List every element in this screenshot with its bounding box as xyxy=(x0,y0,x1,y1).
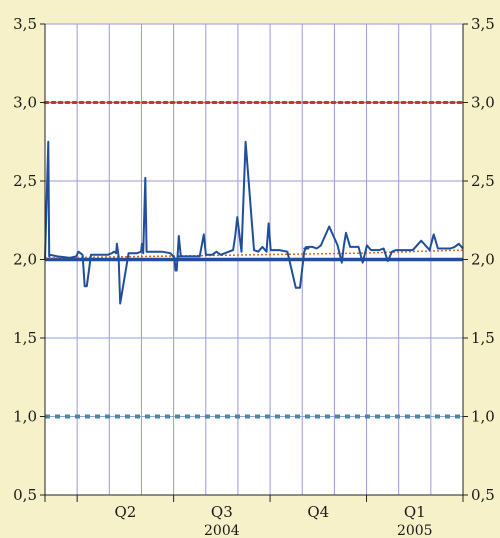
y-tick-label: 1,5 xyxy=(471,329,495,347)
series-lines xyxy=(44,140,464,305)
y-tick-label: 2,5 xyxy=(13,172,37,190)
y-tick-label: 1,5 xyxy=(13,329,37,347)
y-tick-label: 0,5 xyxy=(13,486,37,504)
x-year-label: 2004 xyxy=(204,523,240,538)
y-tick-label: 2,0 xyxy=(471,251,495,269)
y-tick-label: 0,5 xyxy=(471,486,495,504)
x-year-label: 2005 xyxy=(397,523,433,538)
y-tick-label: 2,5 xyxy=(471,172,495,190)
x-quarter-label: Q1 xyxy=(404,503,426,521)
reference-lines xyxy=(43,101,465,419)
y-tick-label: 3,5 xyxy=(471,15,495,33)
main-series-line xyxy=(44,140,464,305)
y-tick-label: 3,5 xyxy=(13,15,37,33)
y-tick-label: 3,0 xyxy=(471,94,495,112)
y-axis-right: 0,5 1,0 1,5 2,0 2,5 3,0 3,5 xyxy=(463,15,495,504)
y-tick-label: 1,0 xyxy=(13,408,37,426)
x-quarter-label: Q4 xyxy=(307,503,329,521)
x-axis: Q2 Q3 Q4 Q1 2004 2005 xyxy=(44,495,464,538)
x-quarter-label: Q2 xyxy=(114,503,136,521)
x-quarter-label: Q3 xyxy=(211,503,233,521)
y-tick-label: 2,0 xyxy=(13,251,37,269)
y-axis-left: 0,5 1,0 1,5 2,0 2,5 3,0 3,5 xyxy=(13,15,45,504)
y-tick-label: 1,0 xyxy=(471,408,495,426)
y-tick-label: 3,0 xyxy=(13,94,37,112)
